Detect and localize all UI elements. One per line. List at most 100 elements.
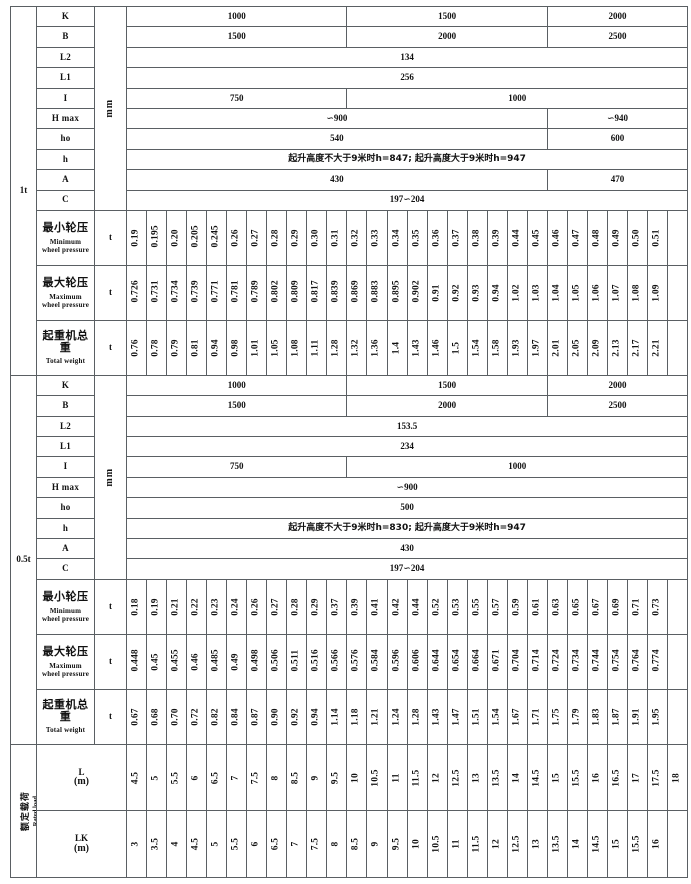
span-value: 7 (230, 775, 241, 781)
measure-value: 0.584 (371, 648, 381, 672)
measure-value-cell: 0.26 (246, 578, 268, 635)
measure-value: 0.94 (491, 284, 502, 302)
parameter-label: C (36, 189, 95, 211)
span-value-cell: 9 (366, 810, 388, 878)
span-value: 14 (571, 839, 582, 850)
measure-value: 2.21 (651, 339, 662, 357)
measure-value: 0.654 (451, 648, 462, 672)
measure-value: 0.18 (130, 598, 141, 616)
measure-value-cell: 1.58 (486, 319, 508, 376)
measure-value: 1.02 (511, 284, 522, 302)
measure-value: 0.93 (471, 284, 482, 302)
span-value-cell: 7.5 (246, 743, 268, 812)
measure-value-cell: 0.19 (125, 209, 148, 266)
measure-value: 1.67 (511, 708, 522, 726)
parameter-label: A (36, 538, 95, 560)
measure-row: 最大轮压 Maximum wheel pressure t 0.726 0.731 0.73… (11, 264, 689, 321)
measure-value: 0.606 (411, 648, 422, 672)
span-value: 5.5 (230, 837, 241, 851)
measure-value: 1.08 (631, 284, 642, 302)
measure-value-cell: 0.566 (326, 633, 348, 690)
measure-value-cell: 0.47 (566, 209, 588, 266)
measure-value: 0.68 (150, 708, 161, 726)
measure-value: 1.83 (591, 708, 602, 726)
measure-value-cell: 1.79 (566, 688, 588, 745)
parameter-label: A (36, 169, 95, 191)
measure-value: 0.57 (491, 598, 502, 616)
measure-value: 1.4 (391, 341, 402, 355)
measure-value: 0.36 (431, 229, 442, 247)
measure-value-cell: 1.97 (526, 319, 548, 376)
measure-value-cell: 1.36 (366, 319, 388, 376)
measure-value-cell: 0.33 (366, 209, 388, 266)
measure-value-cell: 1.01 (246, 319, 268, 376)
measure-value: 0.87 (250, 708, 261, 726)
measure-value-cell: 0.48 (586, 209, 608, 266)
span-value-cell: 13 (526, 810, 548, 878)
measure-value-cell: 0.883 (366, 264, 388, 321)
span-value-cell: 5.5 (226, 810, 248, 878)
measure-value-cell: 0.84 (226, 688, 248, 745)
span-value: 8.5 (290, 771, 301, 784)
measure-value: 0.739 (190, 280, 201, 303)
dimension-row: I 750 1000 (11, 87, 689, 109)
span-value-cell: 16 (586, 743, 608, 812)
measure-value-cell: 0.67 (125, 688, 148, 745)
measure-value-cell: 2.17 (626, 319, 649, 376)
parameter-label: ho (36, 497, 95, 519)
measure-value: 0.44 (411, 598, 422, 616)
measure-value: 1.93 (511, 339, 522, 357)
dimension-value: 234 (125, 436, 689, 458)
measure-value: 0.35 (411, 229, 422, 247)
span-value: 8 (270, 775, 281, 781)
measure-value: 0.78 (150, 339, 161, 357)
span-value-cell: 6 (186, 743, 208, 812)
measure-value-cell: 0.92 (286, 688, 308, 745)
measure-value-cell: 1.28 (326, 319, 348, 376)
measure-row: 最小轮压 Minimum wheel pressure t 0.18 0.19 0.21 0.… (11, 578, 689, 635)
measure-value: 0.82 (210, 708, 221, 726)
dimension-value: 1000 (125, 374, 348, 397)
measure-value-cell: 0.82 (206, 688, 228, 745)
measure-value-cell: 1.07 (606, 264, 628, 321)
span-value-cell: 4.5 (125, 743, 148, 812)
measure-value: 0.49 (611, 229, 622, 247)
measure-value: 0.26 (230, 229, 241, 247)
measure-value-cell: 0.24 (226, 578, 248, 635)
span-value-cell: 16.5 (606, 743, 628, 812)
span-value-cell: 14.5 (526, 743, 548, 812)
span-value-cell: 7 (286, 810, 308, 878)
measure-value-cell: 1.05 (266, 319, 288, 376)
measure-value-cell: 0.81 (186, 319, 208, 376)
measure-label-en: Maximum wheel pressure (41, 661, 90, 678)
measure-value-cell: 0.781 (226, 264, 248, 321)
measure-value: 0.22 (190, 598, 201, 616)
measure-value: 0.92 (290, 708, 301, 726)
measure-value-cell: 0.654 (446, 633, 468, 690)
measure-label-cn: 最小轮压 (42, 589, 89, 603)
measure-value-cell: 1.43 (406, 319, 428, 376)
measure-value-cell: 0.34 (386, 209, 408, 266)
span-value-cell: 5 (206, 810, 228, 878)
measure-value-cell: 1.87 (606, 688, 628, 745)
span-value-cell: 9.5 (386, 810, 408, 878)
dimension-value: 1500 (125, 26, 348, 48)
measure-value-cell: 0.38 (466, 209, 488, 266)
measure-value: 1.51 (471, 708, 482, 726)
measure-value-cell: 0.195 (146, 209, 168, 266)
measure-label-cn: 起重机总重 (42, 698, 89, 723)
unit-t-cell: t (94, 319, 127, 376)
span-value: 7.5 (250, 771, 261, 784)
measure-value-cell: 0.744 (586, 633, 608, 690)
measure-value: 0.744 (591, 648, 602, 672)
measure-value: 1.08 (290, 339, 301, 357)
measure-value: 0.61 (531, 598, 542, 616)
measure-value: 0.781 (230, 280, 241, 303)
measure-value: 0.23 (210, 598, 221, 616)
span-value-cell: 6.5 (206, 743, 228, 812)
span-value-cell: 15 (606, 810, 628, 878)
dimension-value: 1000 (346, 456, 689, 478)
measure-value: 0.69 (611, 598, 622, 616)
measure-label: 最小轮压 Minimum wheel pressure (36, 209, 95, 266)
